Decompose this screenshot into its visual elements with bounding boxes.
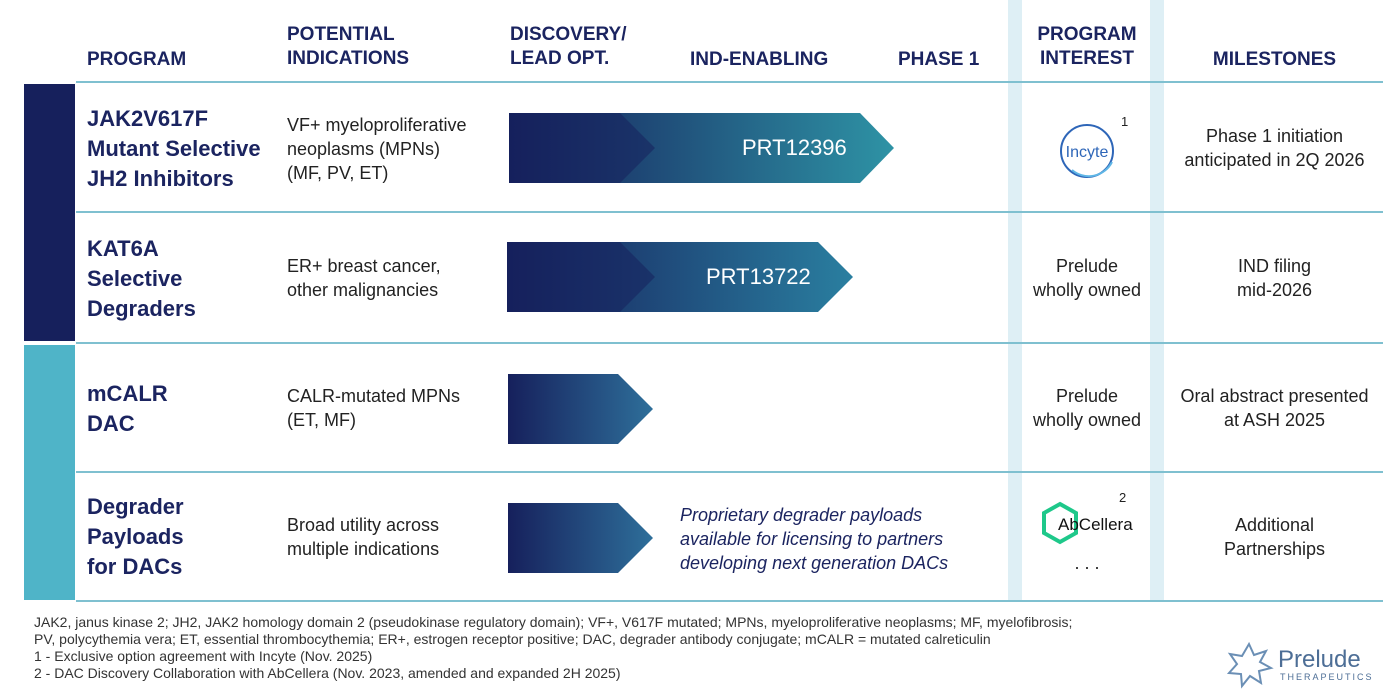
row-divider	[76, 471, 1383, 473]
indications: VF+ myeloproliferative neoplasms (MPNs) (M…	[287, 115, 467, 183]
header-discovery: DISCOVERY/LEAD OPT.	[510, 24, 627, 69]
row-divider	[76, 211, 1383, 213]
indications: CALR-mutated MPNs (ET, MF)	[287, 386, 461, 430]
interest-col-right-band	[1150, 0, 1164, 602]
milestone: IND filing mid-2026	[1236, 256, 1313, 300]
prelude-logo-mark	[1226, 641, 1274, 689]
milestone: Additional Partnerships	[1223, 515, 1326, 559]
program-name: KAT6A Selective Degraders	[87, 236, 196, 321]
category-bar-small-molecule	[24, 84, 75, 341]
row-divider	[76, 600, 1383, 602]
milestone: Oral abstract presented at ASH 2025	[1180, 386, 1369, 430]
program-interest: Prelude wholly owned	[1032, 256, 1142, 300]
row-divider	[76, 342, 1383, 344]
footnote-marker-1: 1	[1121, 114, 1129, 129]
incyte-logo: Incyte	[1060, 124, 1114, 178]
brand-tagline: THERAPEUTICS	[1280, 672, 1374, 682]
arrow-kat6a-discovery-chevron	[507, 242, 655, 312]
arrow-label-jak2: PRT12396	[742, 135, 847, 160]
milestone: Phase 1 initiation anticipated in 2Q 2026	[1184, 126, 1365, 170]
indications: ER+ breast cancer, other malignancies	[287, 256, 441, 300]
footnotes: JAK2, janus kinase 2; JH2, JAK2 homology…	[34, 614, 1073, 681]
program-name: JAK2V617F Mutant Selective JH2 Inhibitors	[87, 106, 261, 191]
payload-note: Proprietary degrader payloads available …	[680, 505, 949, 573]
arrow-payloads-progress	[508, 503, 653, 573]
indications: Broad utility across multiple indications	[287, 515, 440, 559]
program-interest: Prelude wholly owned	[1032, 386, 1142, 430]
header-phase1: PHASE 1	[898, 49, 980, 70]
header-milestones: MILESTONES	[1212, 49, 1337, 70]
more-partners-ellipsis: . . .	[1074, 553, 1100, 573]
arrow-jak2-discovery-chevron	[509, 113, 655, 183]
program-name: mCALR DAC	[87, 381, 168, 436]
row-divider	[76, 81, 1383, 83]
header-interest: PROGRAM INTEREST	[1037, 24, 1137, 69]
abcellera-logo-text: AbCellera	[1058, 515, 1133, 534]
program-name: Degrader Payloads for DACs	[87, 494, 184, 579]
interest-col-left-band	[1008, 0, 1022, 602]
arrow-mcalr-progress	[508, 374, 653, 444]
category-bar-dac	[24, 345, 75, 600]
footnote-marker-2: 2	[1119, 490, 1127, 505]
abcellera-logo: AbCellera	[1042, 501, 1133, 545]
incyte-logo-text: Incyte	[1066, 144, 1109, 161]
arrow-label-kat6a: PRT13722	[706, 264, 811, 289]
header-ind-enabling: IND-ENABLING	[690, 49, 829, 70]
brand-name: Prelude	[1278, 646, 1361, 673]
header-indications: POTENTIAL INDICATIONS	[287, 24, 410, 69]
header-program: PROGRAM	[87, 49, 187, 70]
